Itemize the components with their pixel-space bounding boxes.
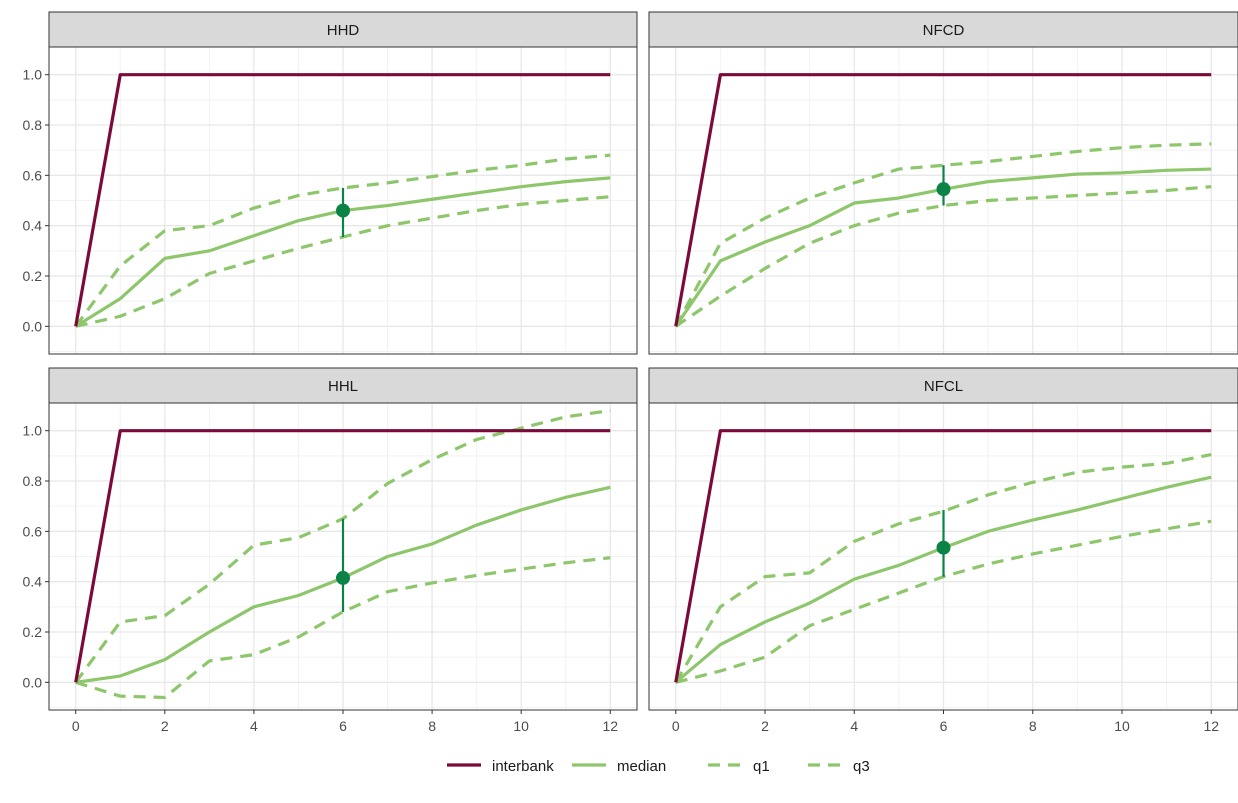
x-tick-label: 2 <box>761 718 769 734</box>
x-tick-label: 10 <box>513 718 529 734</box>
x-tick-label: 4 <box>250 718 258 734</box>
legend-label-q1: q1 <box>753 758 770 775</box>
y-tick-label: 0.6 <box>23 523 43 539</box>
facet-panel-nfcd: NFCD <box>648 11 1238 355</box>
x-tick-label: 12 <box>1203 718 1219 734</box>
series-line-q1 <box>74 408 611 684</box>
y-tick-label: 0.0 <box>23 674 43 690</box>
facet-title: HHL <box>328 378 358 395</box>
series-line-q1 <box>674 453 1212 684</box>
y-tick-label: 0.4 <box>23 218 43 234</box>
y-tick-label: 0.0 <box>23 318 43 334</box>
panel-border <box>648 46 1238 355</box>
series-line-interbank <box>674 73 1212 327</box>
x-tick-label: 12 <box>602 718 618 734</box>
facet-title: HHD <box>327 22 360 39</box>
median-point-marker <box>936 540 951 555</box>
x-tick-label: 6 <box>940 718 948 734</box>
legend-label-interbank: interbank <box>492 758 554 775</box>
series-line-q1 <box>74 153 611 328</box>
facet-strip <box>648 11 1238 48</box>
x-tick-label: 2 <box>161 718 169 734</box>
facet-panel-nfcl: NFCL 0 2 4 6 8 10 12 <box>648 367 1238 734</box>
series-line-q3 <box>75 556 611 700</box>
y-tick-label: 0.8 <box>23 117 43 133</box>
y-tick-label: 0.6 <box>23 167 43 183</box>
facet-title: NFCL <box>924 378 963 395</box>
series-line-interbank <box>74 73 611 327</box>
y-tick-label: 0.2 <box>23 624 43 640</box>
y-tick-label: 1.0 <box>23 423 43 439</box>
facet-panel-hhl: HHL 0.0 0.2 0.4 0.6 0.8 1.0 0 2 4 6 8 10 12 <box>23 367 638 734</box>
y-tick-label: 0.4 <box>23 574 43 590</box>
facet-strip <box>48 367 638 404</box>
x-tick-label: 10 <box>1114 718 1130 734</box>
legend: interbank median q1 q3 <box>447 758 870 775</box>
facet-strip <box>48 11 638 48</box>
legend-label-q3: q3 <box>853 758 870 775</box>
median-point-marker <box>336 203 350 218</box>
median-point-marker <box>936 182 951 197</box>
y-tick-label: 0.2 <box>23 268 43 284</box>
x-tick-label: 0 <box>672 718 680 734</box>
series-line-interbank <box>674 429 1212 683</box>
y-tick-label: 0.8 <box>23 473 43 489</box>
x-tick-label: 8 <box>1029 718 1037 734</box>
facet-strip <box>648 367 1238 404</box>
series-line-q3 <box>75 195 611 328</box>
series-line-q1 <box>674 142 1212 328</box>
x-tick-label: 4 <box>850 718 858 734</box>
y-tick-label: 1.0 <box>23 67 43 83</box>
facet-title: NFCD <box>923 22 965 39</box>
series-line-interbank <box>74 429 611 683</box>
facet-panel-hhd: HHD 0.0 0.2 0.4 0.6 0.8 1.0 <box>23 11 638 355</box>
legend-label-median: median <box>617 758 666 775</box>
x-tick-label: 0 <box>72 718 80 734</box>
x-tick-label: 6 <box>339 718 347 734</box>
x-tick-label: 8 <box>428 718 436 734</box>
panel-border <box>48 46 638 355</box>
median-point-marker <box>336 570 350 585</box>
series-line-q3 <box>674 185 1212 328</box>
